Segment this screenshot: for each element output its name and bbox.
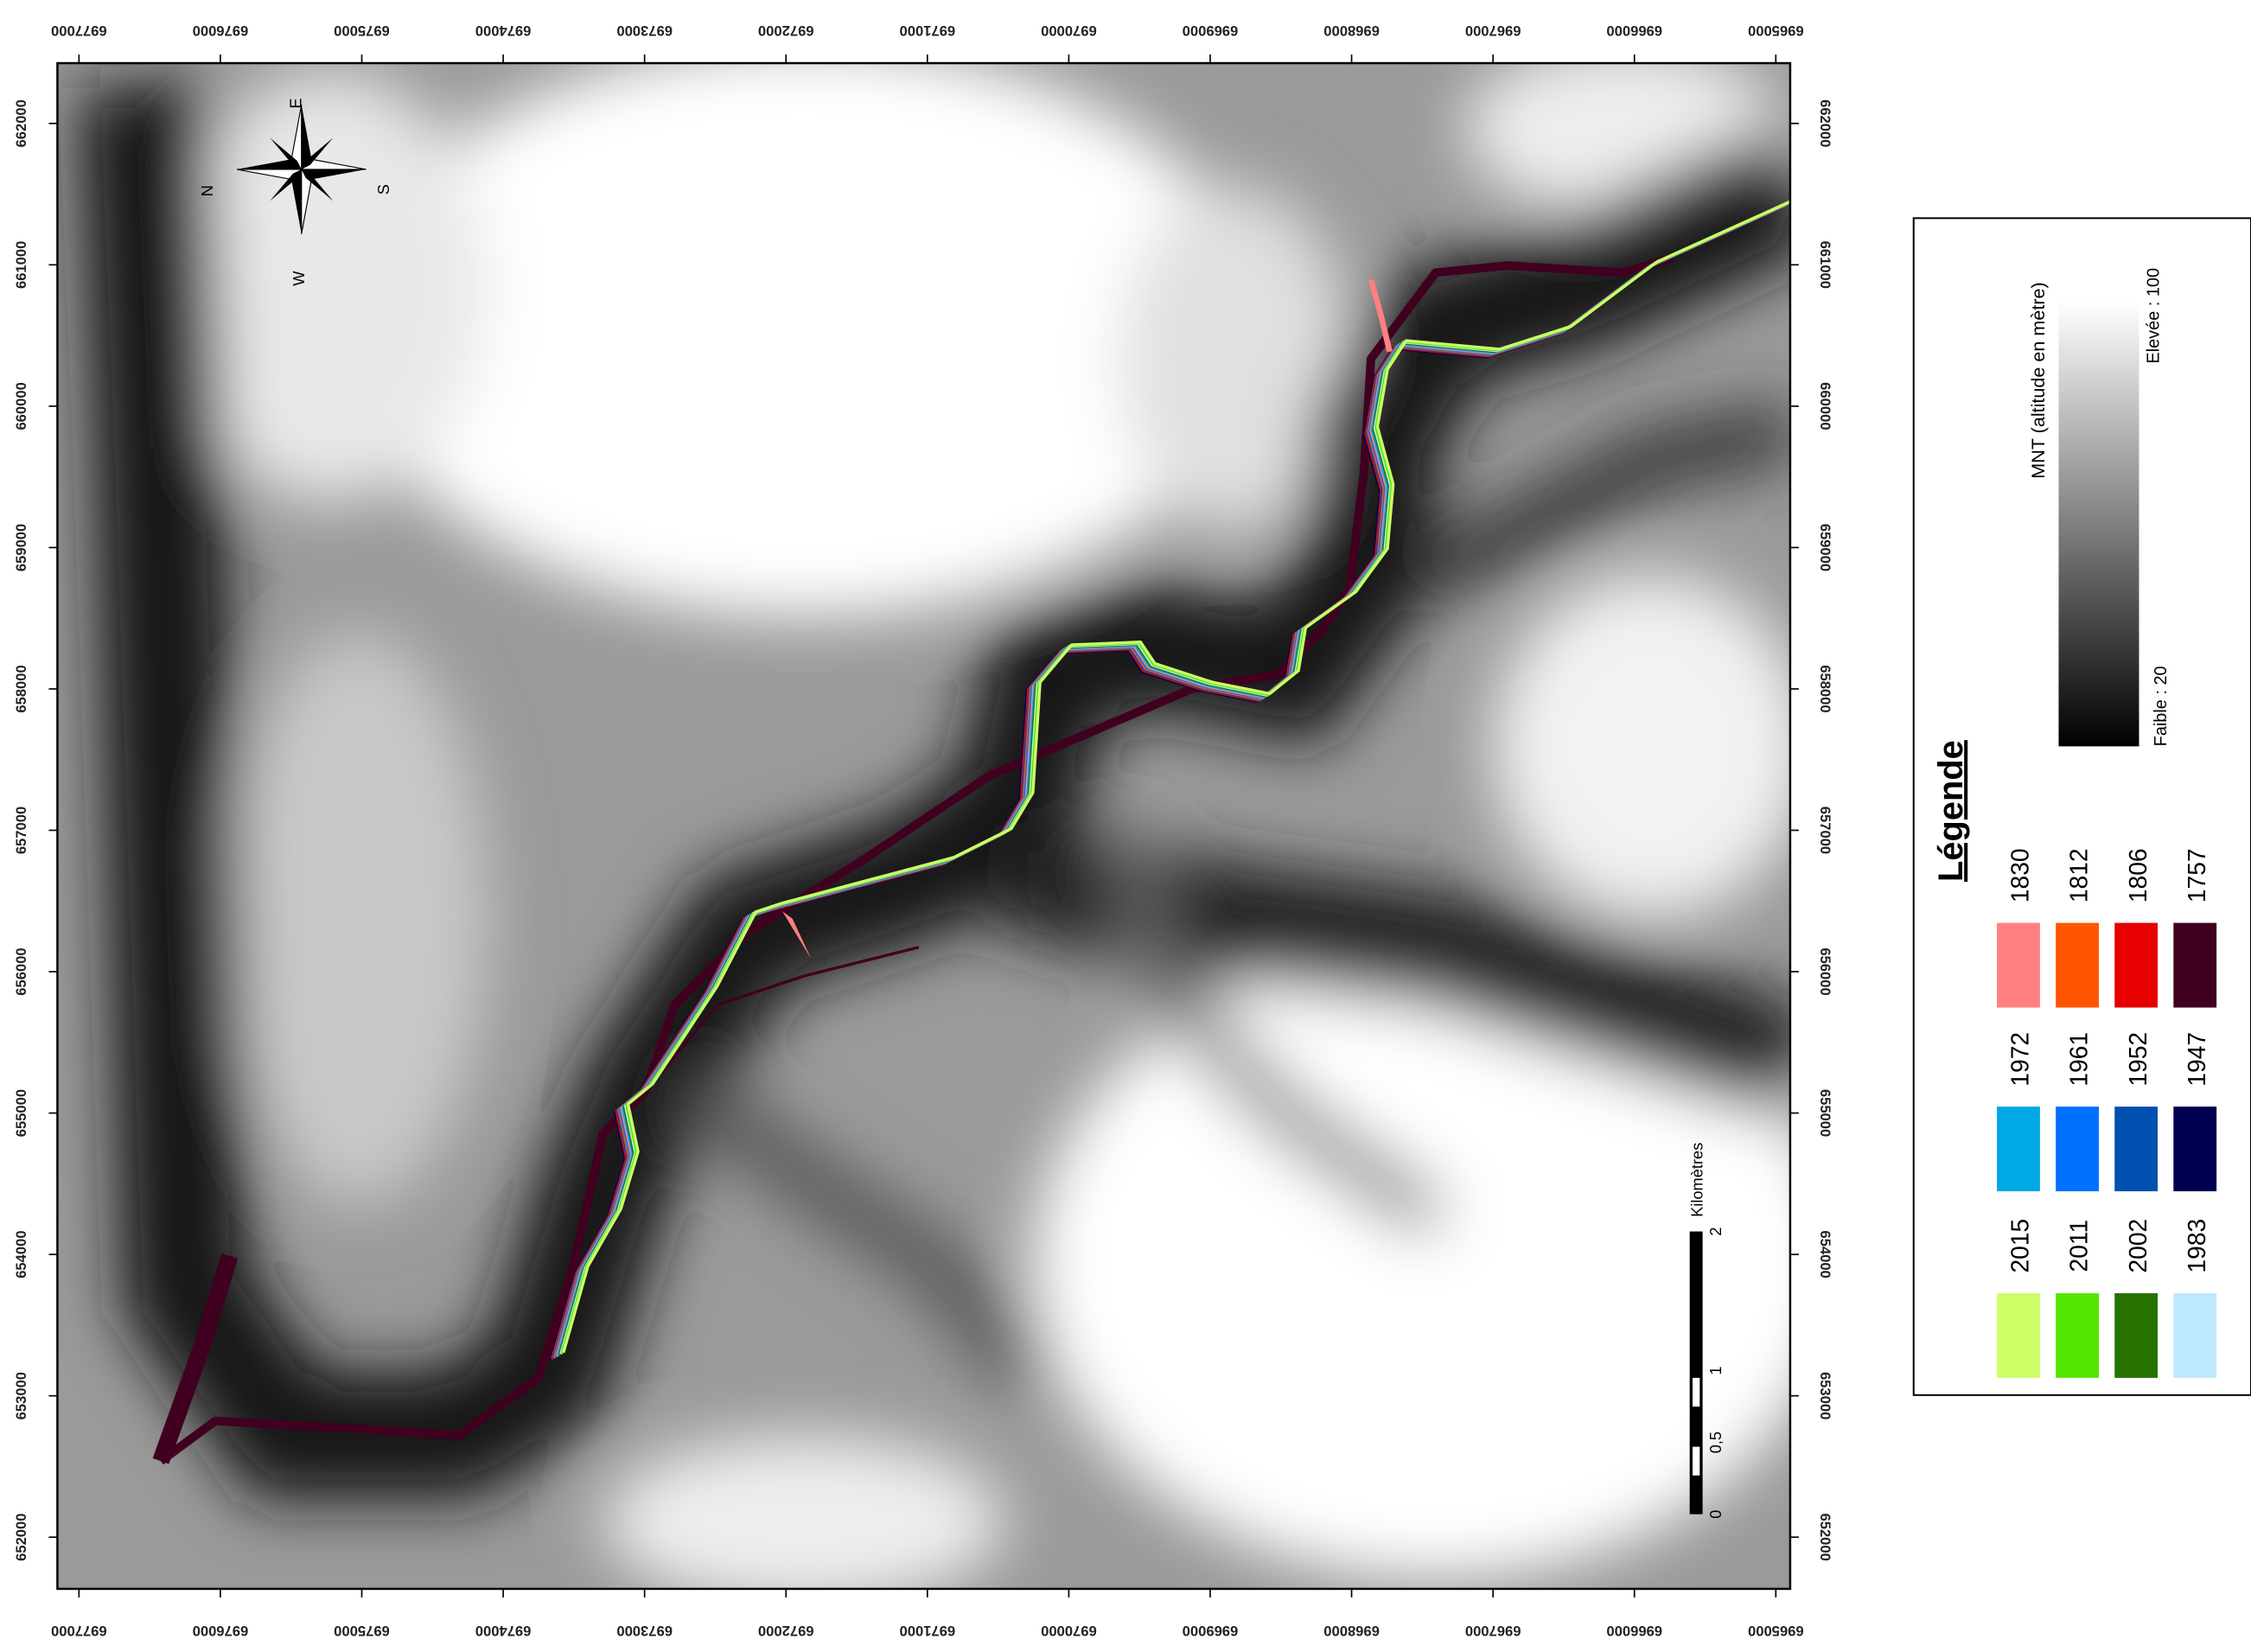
legend-label: 1961 bbox=[2065, 1032, 2093, 1087]
legend-label: 1757 bbox=[2183, 848, 2210, 903]
legend-label: 1806 bbox=[2124, 848, 2152, 903]
legend-swatch bbox=[2056, 1292, 2099, 1378]
compass-s: S bbox=[374, 184, 392, 195]
dem-low: Faible : 20 bbox=[2152, 666, 2171, 746]
x-coord-top: 6973000 bbox=[616, 22, 673, 39]
channel-1830 bbox=[782, 911, 812, 960]
legend-swatch bbox=[2173, 1107, 2217, 1192]
x-coord-bottom: 6976000 bbox=[193, 1623, 249, 1639]
y-coord-right: 662000 bbox=[1817, 99, 1833, 147]
x-coord-top: 6971000 bbox=[900, 22, 956, 39]
y-coord-right: 657000 bbox=[1817, 807, 1833, 854]
x-coord-bottom: 6977000 bbox=[51, 1623, 107, 1639]
terrain bbox=[57, 63, 1790, 1589]
x-coord-top: 6974000 bbox=[475, 22, 532, 39]
scale-label: 0,5 bbox=[1706, 1432, 1725, 1453]
x-coord-bottom: 6970000 bbox=[1041, 1623, 1097, 1639]
x-coord-bottom: 6973000 bbox=[616, 1623, 673, 1639]
dem-high: Elevée : 100 bbox=[2145, 268, 2164, 364]
x-coord-top: 6975000 bbox=[334, 22, 390, 39]
scale-unit: Kilomètres bbox=[1688, 1143, 1706, 1217]
y-coord-right: 654000 bbox=[1817, 1230, 1833, 1278]
river-channels bbox=[152, 200, 1790, 1465]
y-coord-left: 653000 bbox=[13, 1372, 29, 1419]
y-coord-left: 652000 bbox=[13, 1513, 29, 1560]
channel-2015 bbox=[562, 200, 1790, 1353]
x-coord-bottom: 6967000 bbox=[1465, 1623, 1521, 1639]
scale-bar bbox=[1689, 1231, 1703, 1515]
legend-swatch bbox=[2173, 922, 2217, 1008]
y-coord-left: 658000 bbox=[13, 665, 29, 712]
scale-label: 0 bbox=[1706, 1510, 1725, 1519]
channel-1757 bbox=[152, 1253, 239, 1464]
legend-swatch bbox=[2056, 922, 2099, 1008]
x-coord-bottom: 6971000 bbox=[900, 1623, 956, 1639]
compass-n: N bbox=[198, 185, 216, 196]
legend-swatch bbox=[1997, 922, 2040, 1008]
y-coord-left: 657000 bbox=[13, 807, 29, 854]
legend-label: 1983 bbox=[2183, 1219, 2210, 1273]
legend-swatch bbox=[2056, 1107, 2099, 1192]
x-coord-top: 6970000 bbox=[1041, 22, 1097, 39]
legend-swatch bbox=[1997, 1292, 2040, 1378]
legend-label: 2011 bbox=[2065, 1220, 2093, 1272]
y-coord-left: 660000 bbox=[13, 382, 29, 430]
channel-1757 bbox=[645, 946, 920, 1092]
x-coord-top: 6976000 bbox=[193, 22, 249, 39]
y-coord-right: 658000 bbox=[1817, 665, 1833, 712]
x-coord-bottom: 6968000 bbox=[1323, 1623, 1380, 1639]
x-coord-bottom: 6965000 bbox=[1748, 1623, 1804, 1639]
channel-1830 bbox=[1368, 278, 1393, 353]
x-coord-bottom: 6969000 bbox=[1183, 1623, 1239, 1639]
legend-label: 1947 bbox=[2183, 1032, 2210, 1087]
legend-label: 1830 bbox=[2006, 848, 2034, 903]
x-coord-top: 6965000 bbox=[1748, 22, 1804, 39]
x-coord-top: 6966000 bbox=[1606, 22, 1662, 39]
x-coord-top: 6969000 bbox=[1183, 22, 1239, 39]
compass-rose bbox=[236, 105, 367, 234]
y-coord-left: 656000 bbox=[13, 947, 29, 995]
x-coord-top: 6972000 bbox=[758, 22, 814, 39]
compass-w: W bbox=[290, 271, 308, 286]
legend-swatch bbox=[2173, 1292, 2217, 1378]
y-coord-left: 659000 bbox=[13, 524, 29, 571]
x-coord-bottom: 6966000 bbox=[1606, 1623, 1662, 1639]
y-coord-right: 653000 bbox=[1817, 1372, 1833, 1419]
y-coord-left: 654000 bbox=[13, 1230, 29, 1278]
y-coord-left: 661000 bbox=[13, 241, 29, 289]
x-coord-bottom: 6975000 bbox=[334, 1623, 390, 1639]
y-coord-right: 661000 bbox=[1817, 241, 1833, 289]
y-coord-left: 662000 bbox=[13, 99, 29, 147]
x-coord-bottom: 6972000 bbox=[758, 1623, 814, 1639]
legend-title: Légende bbox=[1932, 740, 1970, 882]
x-coord-bottom: 6974000 bbox=[475, 1623, 532, 1639]
legend-swatch bbox=[2114, 1292, 2159, 1378]
x-coord-top: 6977000 bbox=[51, 22, 107, 39]
dem-ramp bbox=[2058, 301, 2139, 747]
y-coord-right: 660000 bbox=[1817, 382, 1833, 430]
channel-1757 bbox=[158, 254, 1674, 1465]
legend-label: 2002 bbox=[2124, 1219, 2152, 1273]
y-coord-right: 656000 bbox=[1817, 947, 1833, 995]
legend-label: 2015 bbox=[2006, 1219, 2034, 1273]
y-coord-right: 659000 bbox=[1817, 524, 1833, 571]
legend-swatch bbox=[2114, 922, 2159, 1008]
map-frame bbox=[56, 61, 1792, 1591]
scale-label: 1 bbox=[1706, 1367, 1725, 1375]
x-coord-top: 6968000 bbox=[1323, 22, 1380, 39]
legend-swatch bbox=[2114, 1107, 2159, 1192]
legend-label: 1972 bbox=[2006, 1032, 2034, 1087]
y-coord-left: 655000 bbox=[13, 1089, 29, 1137]
y-coord-right: 652000 bbox=[1817, 1513, 1833, 1560]
x-coord-top: 6967000 bbox=[1465, 22, 1521, 39]
scale-label: 2 bbox=[1706, 1227, 1725, 1235]
dem-title: MNT (altitude en mètre) bbox=[2027, 282, 2049, 478]
y-coord-right: 655000 bbox=[1817, 1089, 1833, 1137]
legend-label: 1952 bbox=[2124, 1032, 2152, 1087]
compass-e: E bbox=[287, 98, 305, 108]
legend-label: 1812 bbox=[2065, 848, 2093, 903]
legend-swatch bbox=[1997, 1107, 2040, 1192]
